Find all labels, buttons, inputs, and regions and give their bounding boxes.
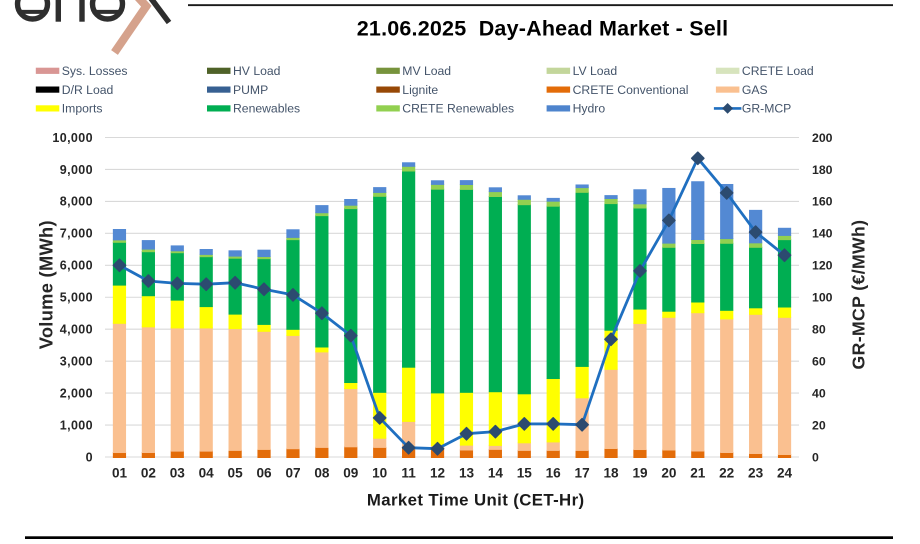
- svg-text:CRETE Renewables: CRETE Renewables: [402, 102, 514, 116]
- svg-text:19: 19: [632, 466, 648, 481]
- svg-text:Market Time Unit (CET-Hr): Market Time Unit (CET-Hr): [367, 491, 585, 510]
- svg-text:18: 18: [603, 466, 619, 481]
- svg-text:160: 160: [812, 195, 833, 209]
- svg-text:21: 21: [690, 466, 706, 481]
- svg-text:24: 24: [777, 466, 793, 481]
- svg-text:08: 08: [314, 466, 330, 481]
- svg-text:60: 60: [812, 354, 826, 368]
- svg-text:11: 11: [401, 466, 416, 481]
- svg-text:HV Load: HV Load: [233, 64, 280, 78]
- svg-text:Hydro: Hydro: [573, 102, 606, 116]
- svg-text:23: 23: [748, 466, 764, 481]
- svg-text:PUMP: PUMP: [233, 83, 268, 97]
- svg-text:120: 120: [812, 259, 833, 273]
- svg-text:Imports: Imports: [62, 102, 103, 116]
- svg-text:CRETE Conventional: CRETE Conventional: [573, 83, 689, 97]
- svg-text:05: 05: [228, 466, 244, 481]
- svg-text:7,000: 7,000: [60, 227, 93, 241]
- svg-text:80: 80: [812, 323, 826, 337]
- svg-text:3,000: 3,000: [60, 354, 93, 368]
- svg-text:20: 20: [661, 466, 676, 481]
- svg-text:MV Load: MV Load: [402, 64, 451, 78]
- svg-text:21.06.2025 Day-Ahead Market -: 21.06.2025 Day-Ahead Market - Sell: [357, 16, 729, 40]
- svg-text:22: 22: [719, 466, 735, 481]
- svg-text:0: 0: [86, 450, 93, 464]
- svg-text:10,000: 10,000: [52, 131, 93, 145]
- svg-text:180: 180: [812, 163, 833, 177]
- svg-text:1,000: 1,000: [60, 418, 93, 432]
- svg-text:CRETE Load: CRETE Load: [742, 64, 814, 78]
- svg-text:140: 140: [812, 227, 833, 241]
- svg-text:GR-MCP (€/MWh): GR-MCP (€/MWh): [849, 220, 869, 370]
- svg-text:6,000: 6,000: [60, 259, 93, 273]
- svg-text:8,000: 8,000: [60, 195, 93, 209]
- svg-text:17: 17: [575, 466, 590, 481]
- svg-text:06: 06: [256, 466, 272, 481]
- svg-text:20: 20: [812, 418, 826, 432]
- svg-text:2,000: 2,000: [60, 386, 93, 400]
- svg-text:13: 13: [459, 466, 475, 481]
- svg-text:D/R Load: D/R Load: [62, 83, 114, 97]
- svg-text:0: 0: [812, 450, 819, 464]
- svg-text:15: 15: [517, 466, 533, 481]
- svg-text:100: 100: [812, 291, 833, 305]
- svg-text:Volume (MWh): Volume (MWh): [36, 220, 57, 349]
- svg-text:Lignite: Lignite: [402, 83, 438, 97]
- svg-text:LV Load: LV Load: [573, 64, 618, 78]
- svg-text:01: 01: [112, 466, 128, 481]
- svg-text:14: 14: [488, 466, 504, 481]
- svg-text:9,000: 9,000: [60, 163, 93, 177]
- svg-text:04: 04: [199, 466, 215, 481]
- svg-text:16: 16: [546, 466, 562, 481]
- svg-text:Sys. Losses: Sys. Losses: [62, 64, 128, 78]
- svg-text:12: 12: [430, 466, 446, 481]
- svg-text:GR-MCP: GR-MCP: [742, 102, 791, 116]
- svg-text:4,000: 4,000: [60, 323, 93, 337]
- svg-text:200: 200: [812, 131, 833, 145]
- svg-text:Renewables: Renewables: [233, 102, 300, 116]
- svg-text:02: 02: [141, 466, 157, 481]
- svg-text:40: 40: [812, 386, 826, 400]
- svg-text:GAS: GAS: [742, 83, 768, 97]
- svg-text:03: 03: [170, 466, 186, 481]
- svg-text:07: 07: [285, 466, 300, 481]
- svg-text:09: 09: [343, 466, 359, 481]
- svg-text:5,000: 5,000: [60, 291, 93, 305]
- svg-text:10: 10: [372, 466, 387, 481]
